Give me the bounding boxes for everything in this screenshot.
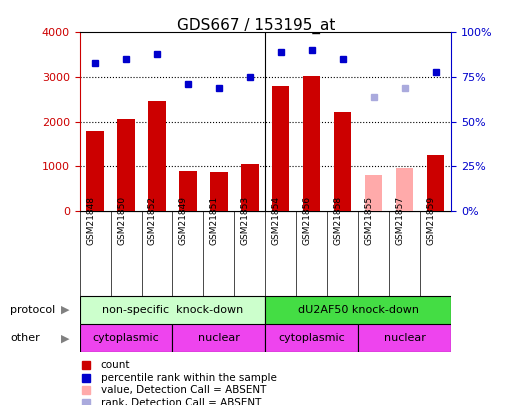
Text: cytoplasmic: cytoplasmic <box>279 333 345 343</box>
Bar <box>427 155 444 211</box>
Text: GSM21858: GSM21858 <box>334 196 343 245</box>
Bar <box>272 86 289 211</box>
Bar <box>359 324 451 352</box>
Text: other: other <box>10 333 40 343</box>
Text: GSM21859: GSM21859 <box>427 196 436 245</box>
Text: GSM21850: GSM21850 <box>117 196 126 245</box>
Bar <box>80 296 265 324</box>
Text: GSM21851: GSM21851 <box>210 196 219 245</box>
Text: GSM21848: GSM21848 <box>86 196 95 245</box>
Bar <box>265 296 451 324</box>
Bar <box>80 324 172 352</box>
Text: GSM21849: GSM21849 <box>179 196 188 245</box>
Text: nuclear: nuclear <box>198 333 240 343</box>
Bar <box>180 171 196 211</box>
Text: non-specific  knock-down: non-specific knock-down <box>102 305 243 315</box>
Text: dU2AF50 knock-down: dU2AF50 knock-down <box>298 305 419 315</box>
Bar <box>334 112 351 211</box>
Text: percentile rank within the sample: percentile rank within the sample <box>101 373 277 383</box>
Bar <box>210 172 227 211</box>
Bar <box>148 101 166 211</box>
Text: ▶: ▶ <box>61 333 69 343</box>
Text: GSM21854: GSM21854 <box>272 196 281 245</box>
Text: cytoplasmic: cytoplasmic <box>93 333 160 343</box>
Text: GSM21853: GSM21853 <box>241 196 250 245</box>
Bar <box>242 164 259 211</box>
Text: count: count <box>101 360 130 370</box>
Text: GSM21852: GSM21852 <box>148 196 157 245</box>
Text: GSM21855: GSM21855 <box>365 196 374 245</box>
Text: nuclear: nuclear <box>384 333 426 343</box>
Bar <box>87 131 104 211</box>
Bar <box>117 119 134 211</box>
Text: GDS667 / 153195_at: GDS667 / 153195_at <box>177 18 336 34</box>
Text: GSM21856: GSM21856 <box>303 196 312 245</box>
Text: rank, Detection Call = ABSENT: rank, Detection Call = ABSENT <box>101 398 261 405</box>
Bar <box>265 324 359 352</box>
Text: ▶: ▶ <box>61 305 69 315</box>
Bar <box>304 76 321 211</box>
Text: GSM21857: GSM21857 <box>396 196 405 245</box>
Bar <box>365 175 383 211</box>
Text: protocol: protocol <box>10 305 55 315</box>
Bar <box>172 324 265 352</box>
Text: value, Detection Call = ABSENT: value, Detection Call = ABSENT <box>101 386 266 395</box>
Bar <box>397 168 413 211</box>
